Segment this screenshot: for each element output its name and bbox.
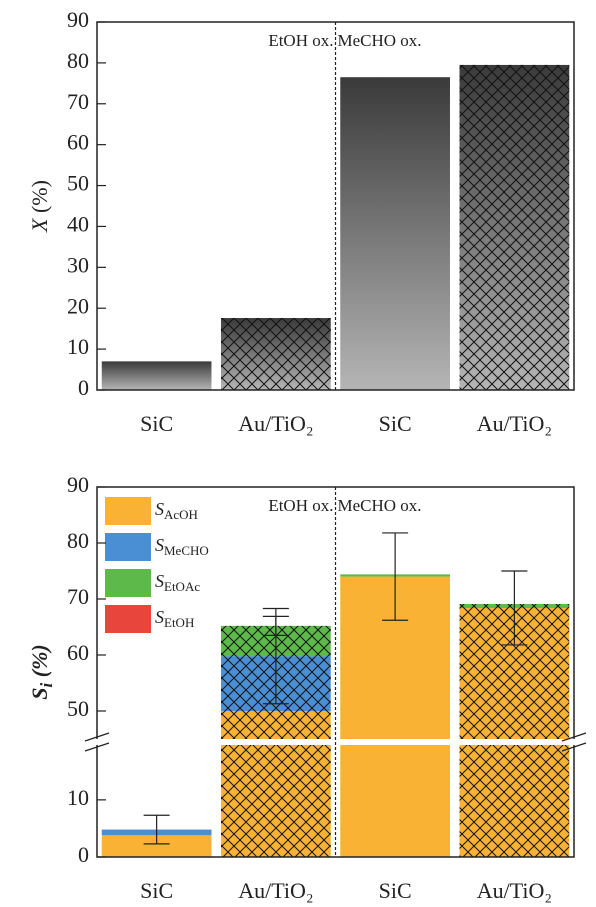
y-tick-label: 70 bbox=[67, 89, 89, 114]
bar-segment bbox=[101, 835, 212, 857]
legend-label: SAcOH bbox=[155, 499, 198, 522]
y-tick-label: 10 bbox=[67, 785, 89, 810]
y-tick-label: 0 bbox=[78, 375, 89, 400]
x-tick-label: Au/TiO₂ bbox=[238, 878, 313, 903]
legend-swatch bbox=[105, 533, 151, 561]
legend-swatch bbox=[105, 605, 151, 633]
y-tick-label: 10 bbox=[67, 334, 89, 359]
y-tick-label: 20 bbox=[67, 293, 89, 318]
x-tick-label: SiC bbox=[140, 411, 173, 436]
x-tick-label: SiC bbox=[140, 878, 173, 903]
y-tick-label: 70 bbox=[67, 584, 89, 609]
y-tick-label: 50 bbox=[67, 171, 89, 196]
annotation: MeCHO ox. bbox=[338, 496, 422, 515]
y-tick-label: 60 bbox=[67, 640, 89, 665]
y-tick-label: 90 bbox=[67, 472, 89, 497]
hatch bbox=[221, 318, 331, 390]
annotation: EtOH ox. bbox=[268, 31, 333, 50]
legend-swatch bbox=[105, 497, 151, 525]
hatch bbox=[459, 607, 570, 857]
error-bar bbox=[143, 814, 170, 845]
legend-label: SEtOH bbox=[155, 607, 194, 630]
y-tick-label: 90 bbox=[67, 7, 89, 32]
y-tick-label: 30 bbox=[67, 252, 89, 277]
x-tick-label: SiC bbox=[379, 878, 412, 903]
error-bar bbox=[262, 615, 289, 637]
hatch bbox=[459, 64, 570, 390]
y-tick-label: 40 bbox=[67, 211, 89, 236]
y-tick-label: 50 bbox=[67, 696, 89, 721]
x-tick-label: Au/TiO₂ bbox=[238, 411, 313, 436]
bar-segment bbox=[340, 576, 450, 857]
y-tick-label: 80 bbox=[67, 528, 89, 553]
y-axis-label: Si (%) bbox=[27, 644, 56, 699]
legend-swatch bbox=[105, 569, 151, 597]
y-tick-label: 0 bbox=[78, 842, 89, 867]
bar bbox=[101, 361, 212, 390]
bar bbox=[340, 77, 450, 390]
y-axis-label: X (%) bbox=[27, 180, 52, 233]
x-tick-label: Au/TiO₂ bbox=[477, 411, 552, 436]
axis-frame bbox=[96, 745, 575, 858]
x-tick-label: Au/TiO₂ bbox=[477, 878, 552, 903]
error-bar bbox=[501, 570, 528, 646]
annotation: EtOH ox. bbox=[268, 496, 333, 515]
hatch bbox=[221, 711, 331, 857]
legend-label: SEtOAc bbox=[155, 571, 200, 594]
error-bar bbox=[382, 532, 409, 621]
x-tick-label: SiC bbox=[379, 411, 412, 436]
legend-label: SMeCHO bbox=[155, 535, 209, 558]
y-tick-label: 60 bbox=[67, 130, 89, 155]
annotation: MeCHO ox. bbox=[338, 31, 422, 50]
y-tick-label: 80 bbox=[67, 48, 89, 73]
